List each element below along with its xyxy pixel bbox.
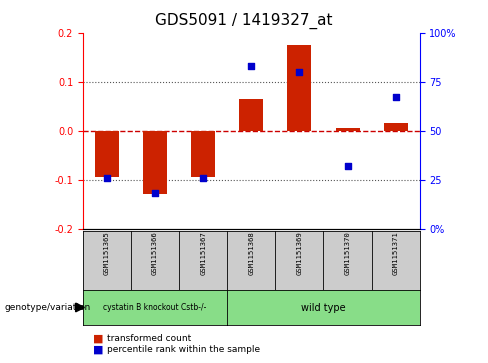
Bar bbox=[239, 99, 264, 131]
Text: ■: ■ bbox=[93, 344, 103, 354]
Point bbox=[103, 175, 111, 181]
Bar bbox=[336, 128, 360, 131]
Point bbox=[199, 175, 207, 181]
Text: GSM1151369: GSM1151369 bbox=[296, 232, 303, 276]
Bar bbox=[95, 131, 119, 177]
Point bbox=[392, 94, 400, 100]
Point bbox=[247, 63, 255, 69]
Point bbox=[296, 69, 304, 75]
Text: GSM1151365: GSM1151365 bbox=[104, 232, 110, 276]
Text: percentile rank within the sample: percentile rank within the sample bbox=[107, 345, 261, 354]
Polygon shape bbox=[76, 303, 84, 312]
Text: wild type: wild type bbox=[301, 303, 346, 313]
Bar bbox=[384, 123, 407, 131]
Text: genotype/variation: genotype/variation bbox=[5, 303, 91, 312]
Text: GSM1151371: GSM1151371 bbox=[393, 232, 399, 276]
Text: ■: ■ bbox=[93, 333, 103, 343]
Text: GDS5091 / 1419327_at: GDS5091 / 1419327_at bbox=[155, 13, 333, 29]
Text: GSM1151367: GSM1151367 bbox=[200, 232, 206, 276]
Bar bbox=[191, 131, 215, 177]
Text: transformed count: transformed count bbox=[107, 334, 192, 343]
Text: GSM1151366: GSM1151366 bbox=[152, 232, 158, 276]
Bar bbox=[287, 45, 311, 131]
Point bbox=[151, 191, 159, 196]
Text: cystatin B knockout Cstb-/-: cystatin B knockout Cstb-/- bbox=[103, 303, 207, 312]
Bar bbox=[143, 131, 167, 195]
Text: GSM1151370: GSM1151370 bbox=[345, 232, 350, 276]
Text: GSM1151368: GSM1151368 bbox=[248, 232, 254, 276]
Point bbox=[344, 163, 351, 169]
